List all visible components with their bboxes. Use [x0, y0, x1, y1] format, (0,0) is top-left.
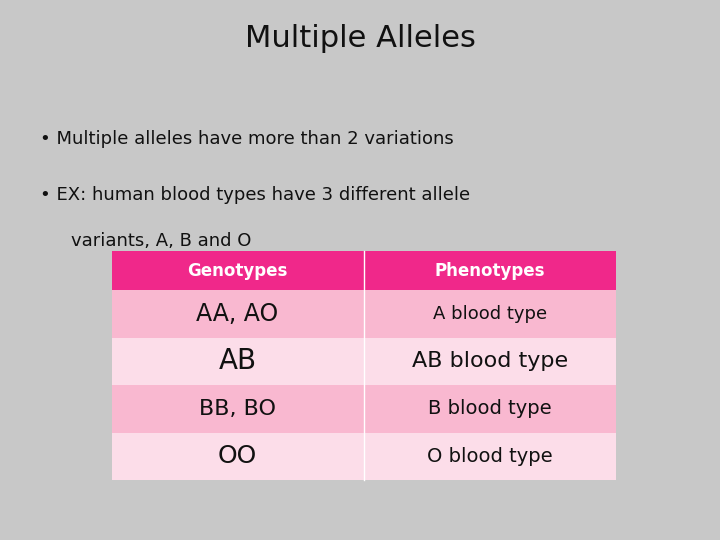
- Text: Genotypes: Genotypes: [187, 261, 288, 280]
- Text: • EX: human blood types have 3 different allele: • EX: human blood types have 3 different…: [40, 186, 469, 204]
- Text: AB: AB: [219, 347, 256, 375]
- Text: B blood type: B blood type: [428, 399, 552, 418]
- Text: O blood type: O blood type: [427, 447, 552, 466]
- Text: A blood type: A blood type: [433, 305, 546, 323]
- Text: Multiple Alleles: Multiple Alleles: [245, 24, 475, 53]
- FancyBboxPatch shape: [112, 433, 616, 480]
- Text: AA, AO: AA, AO: [197, 302, 279, 326]
- Text: AB blood type: AB blood type: [412, 351, 567, 372]
- FancyBboxPatch shape: [112, 385, 616, 433]
- FancyBboxPatch shape: [112, 290, 616, 338]
- Text: • Multiple alleles have more than 2 variations: • Multiple alleles have more than 2 vari…: [40, 130, 454, 147]
- Text: OO: OO: [218, 444, 257, 468]
- FancyBboxPatch shape: [112, 251, 616, 290]
- FancyBboxPatch shape: [112, 338, 616, 385]
- Text: BB, BO: BB, BO: [199, 399, 276, 419]
- Text: Phenotypes: Phenotypes: [434, 261, 545, 280]
- Text: variants, A, B and O: variants, A, B and O: [71, 232, 251, 250]
